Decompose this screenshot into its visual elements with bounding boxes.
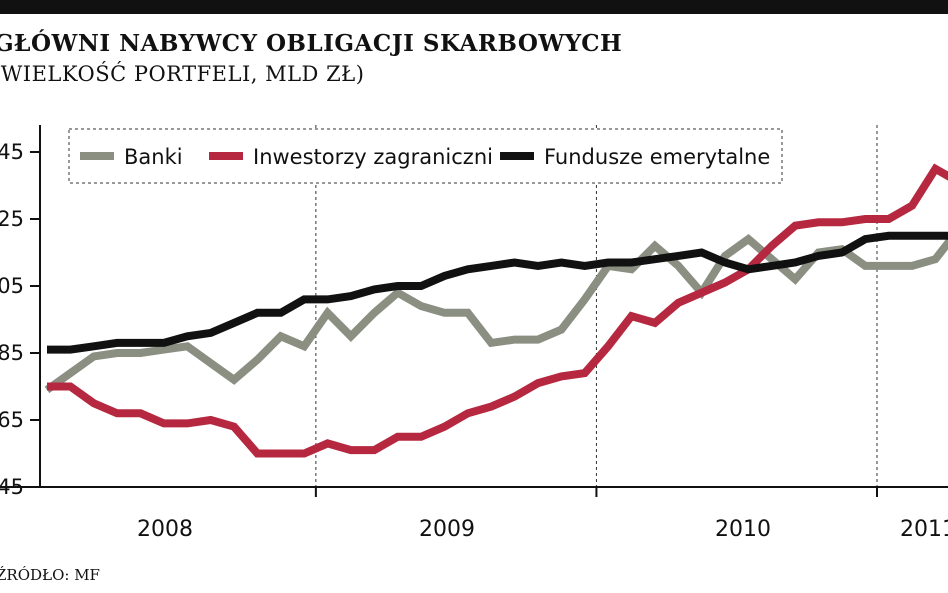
y-tick-label: 45	[0, 475, 24, 499]
y-tick-label: 65	[0, 408, 24, 432]
legend-item-inwestorzy-label: Inwestorzy zagraniczni	[253, 145, 493, 169]
y-tick-label: 85	[0, 341, 24, 365]
chart-title: GŁÓWNI NABYWCY OBLIGACJI SKARBOWYCH	[0, 30, 623, 57]
axes: 45 65 85 105 125 145 2008 2009 2010 2011	[0, 125, 948, 542]
top-bar	[0, 0, 948, 14]
legend-item-banki-label: Banki	[124, 145, 183, 169]
x-tick-label: 2010	[715, 517, 771, 542]
series-lines	[44, 163, 948, 458]
source-note: ŹRÓDŁO: MF	[0, 566, 100, 584]
series-line-banki	[44, 234, 948, 394]
series-line-inwestorzy	[47, 163, 948, 458]
chart-subtitle: (WIELKOŚĆ PORTFELI, MLD ZŁ)	[0, 62, 365, 86]
gridlines	[315, 125, 878, 487]
y-tick-label: 145	[0, 140, 24, 164]
x-tick-label: 2009	[419, 517, 475, 542]
y-tick-label: 125	[0, 207, 24, 231]
x-tick-label: 2011	[900, 517, 948, 542]
legend-box	[68, 128, 783, 184]
x-tick-label: 2008	[137, 517, 193, 542]
series-line-fundusze	[47, 231, 948, 354]
y-tick-label: 105	[0, 274, 24, 298]
legend: Banki Inwestorzy zagraniczni Fundusze emer…	[68, 128, 783, 184]
legend-item-fundusze-label: Fundusze emerytalne	[544, 145, 770, 169]
